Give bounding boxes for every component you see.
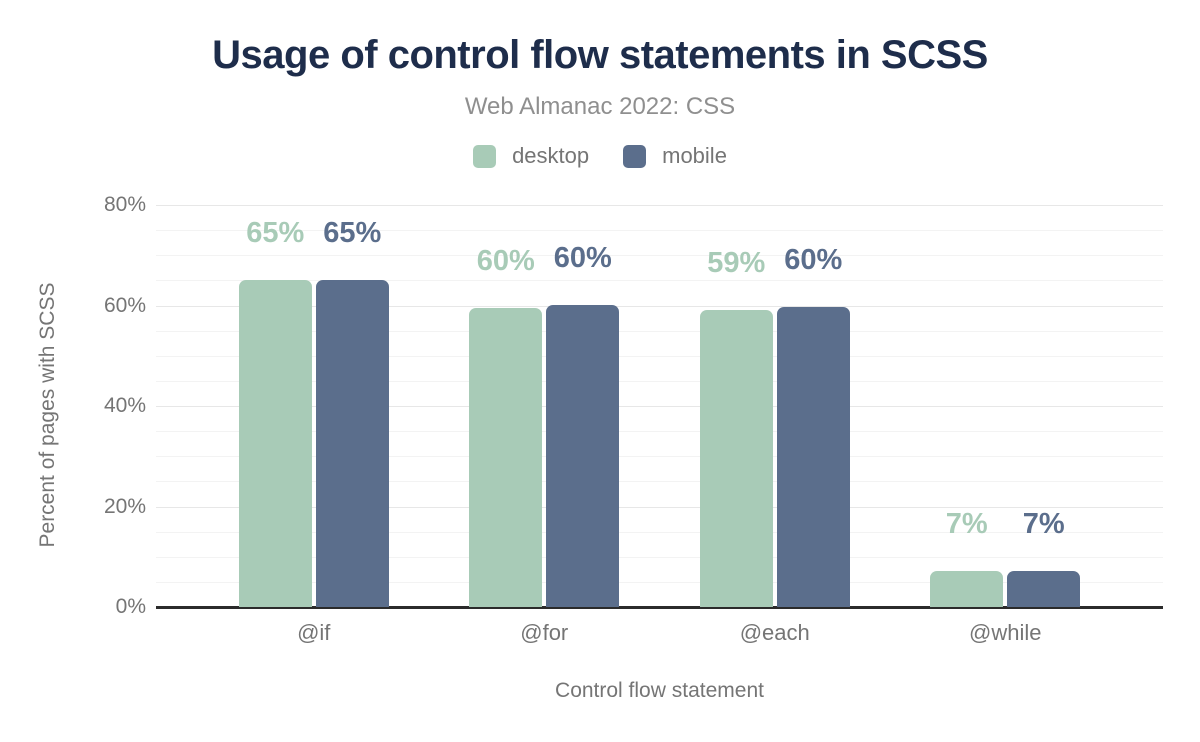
- bar-mobile-each: [776, 307, 850, 607]
- minor-gridline: [156, 255, 1163, 257]
- minor-gridline: [156, 355, 1163, 357]
- y-tick-label: 0%: [115, 595, 146, 618]
- bar-value-label-mobile-for: 60%: [553, 242, 612, 274]
- y-axis-title: Percent of pages with SCSS: [36, 282, 59, 548]
- bar-value-label-desktop-while: 7%: [945, 508, 988, 540]
- legend-item-desktop: desktop: [473, 143, 589, 169]
- bar-value-label-desktop-if: 65%: [246, 217, 305, 249]
- chart-title: Usage of control flow statements in SCSS: [212, 33, 988, 77]
- mobile-swatch-icon: [623, 144, 647, 168]
- bar-mobile-while: [1007, 571, 1081, 607]
- minor-gridline: [156, 330, 1163, 332]
- bar-desktop-while: [930, 571, 1004, 607]
- bar-value-label-desktop-each: 59%: [707, 247, 766, 279]
- desktop-swatch-icon: [473, 144, 497, 168]
- bar-desktop-for: [469, 308, 543, 607]
- minor-gridline: [156, 380, 1163, 382]
- bar-value-label-desktop-for: 60%: [476, 245, 535, 277]
- minor-gridline: [156, 581, 1163, 583]
- x-axis-title: Control flow statement: [555, 679, 764, 702]
- y-tick-label: 80%: [103, 193, 146, 216]
- major-gridline: [156, 305, 1163, 307]
- major-gridline: [156, 205, 1163, 206]
- legend-label-desktop: desktop: [512, 143, 590, 168]
- x-tick-label-if: @if: [297, 620, 331, 645]
- y-axis-tick-labels: 0% 20% 40% 60% 80%: [0, 193, 146, 618]
- chart-subtitle: Web Almanac 2022: CSS: [464, 93, 736, 120]
- bar-value-label-mobile-while: 7%: [1022, 508, 1065, 540]
- bar-mobile-if: [315, 280, 389, 607]
- minor-gridline: [156, 280, 1163, 282]
- minor-gridline: [156, 481, 1163, 483]
- legend-label-mobile: mobile: [662, 143, 727, 168]
- minor-gridline: [156, 456, 1163, 458]
- y-tick-label: 40%: [103, 394, 146, 417]
- x-tick-label-while: @while: [969, 620, 1042, 645]
- bar-value-label-mobile-if: 65%: [323, 217, 382, 249]
- minor-gridline: [156, 531, 1163, 533]
- plot-area: 65% 60% 59% 7% 65% 60% 60% 7%: [156, 205, 1163, 609]
- y-tick-label: 20%: [103, 494, 146, 518]
- y-tick-label: 60%: [103, 293, 146, 317]
- x-axis-line: [156, 606, 1163, 609]
- minor-gridline: [156, 431, 1163, 433]
- x-tick-label-for: @for: [520, 620, 569, 645]
- major-gridline: [156, 406, 1163, 407]
- minor-gridline: [156, 556, 1163, 558]
- bar-mobile-for: [546, 305, 620, 607]
- bar-desktop-if: [238, 280, 312, 607]
- minor-gridline: [156, 230, 1163, 232]
- major-gridline: [156, 506, 1163, 508]
- bar-value-label-mobile-each: 60%: [784, 244, 843, 276]
- legend-item-mobile: mobile: [623, 143, 727, 169]
- bar-desktop-each: [699, 310, 773, 607]
- x-tick-label-each: @each: [739, 620, 810, 645]
- legend: desktop mobile: [0, 143, 1200, 169]
